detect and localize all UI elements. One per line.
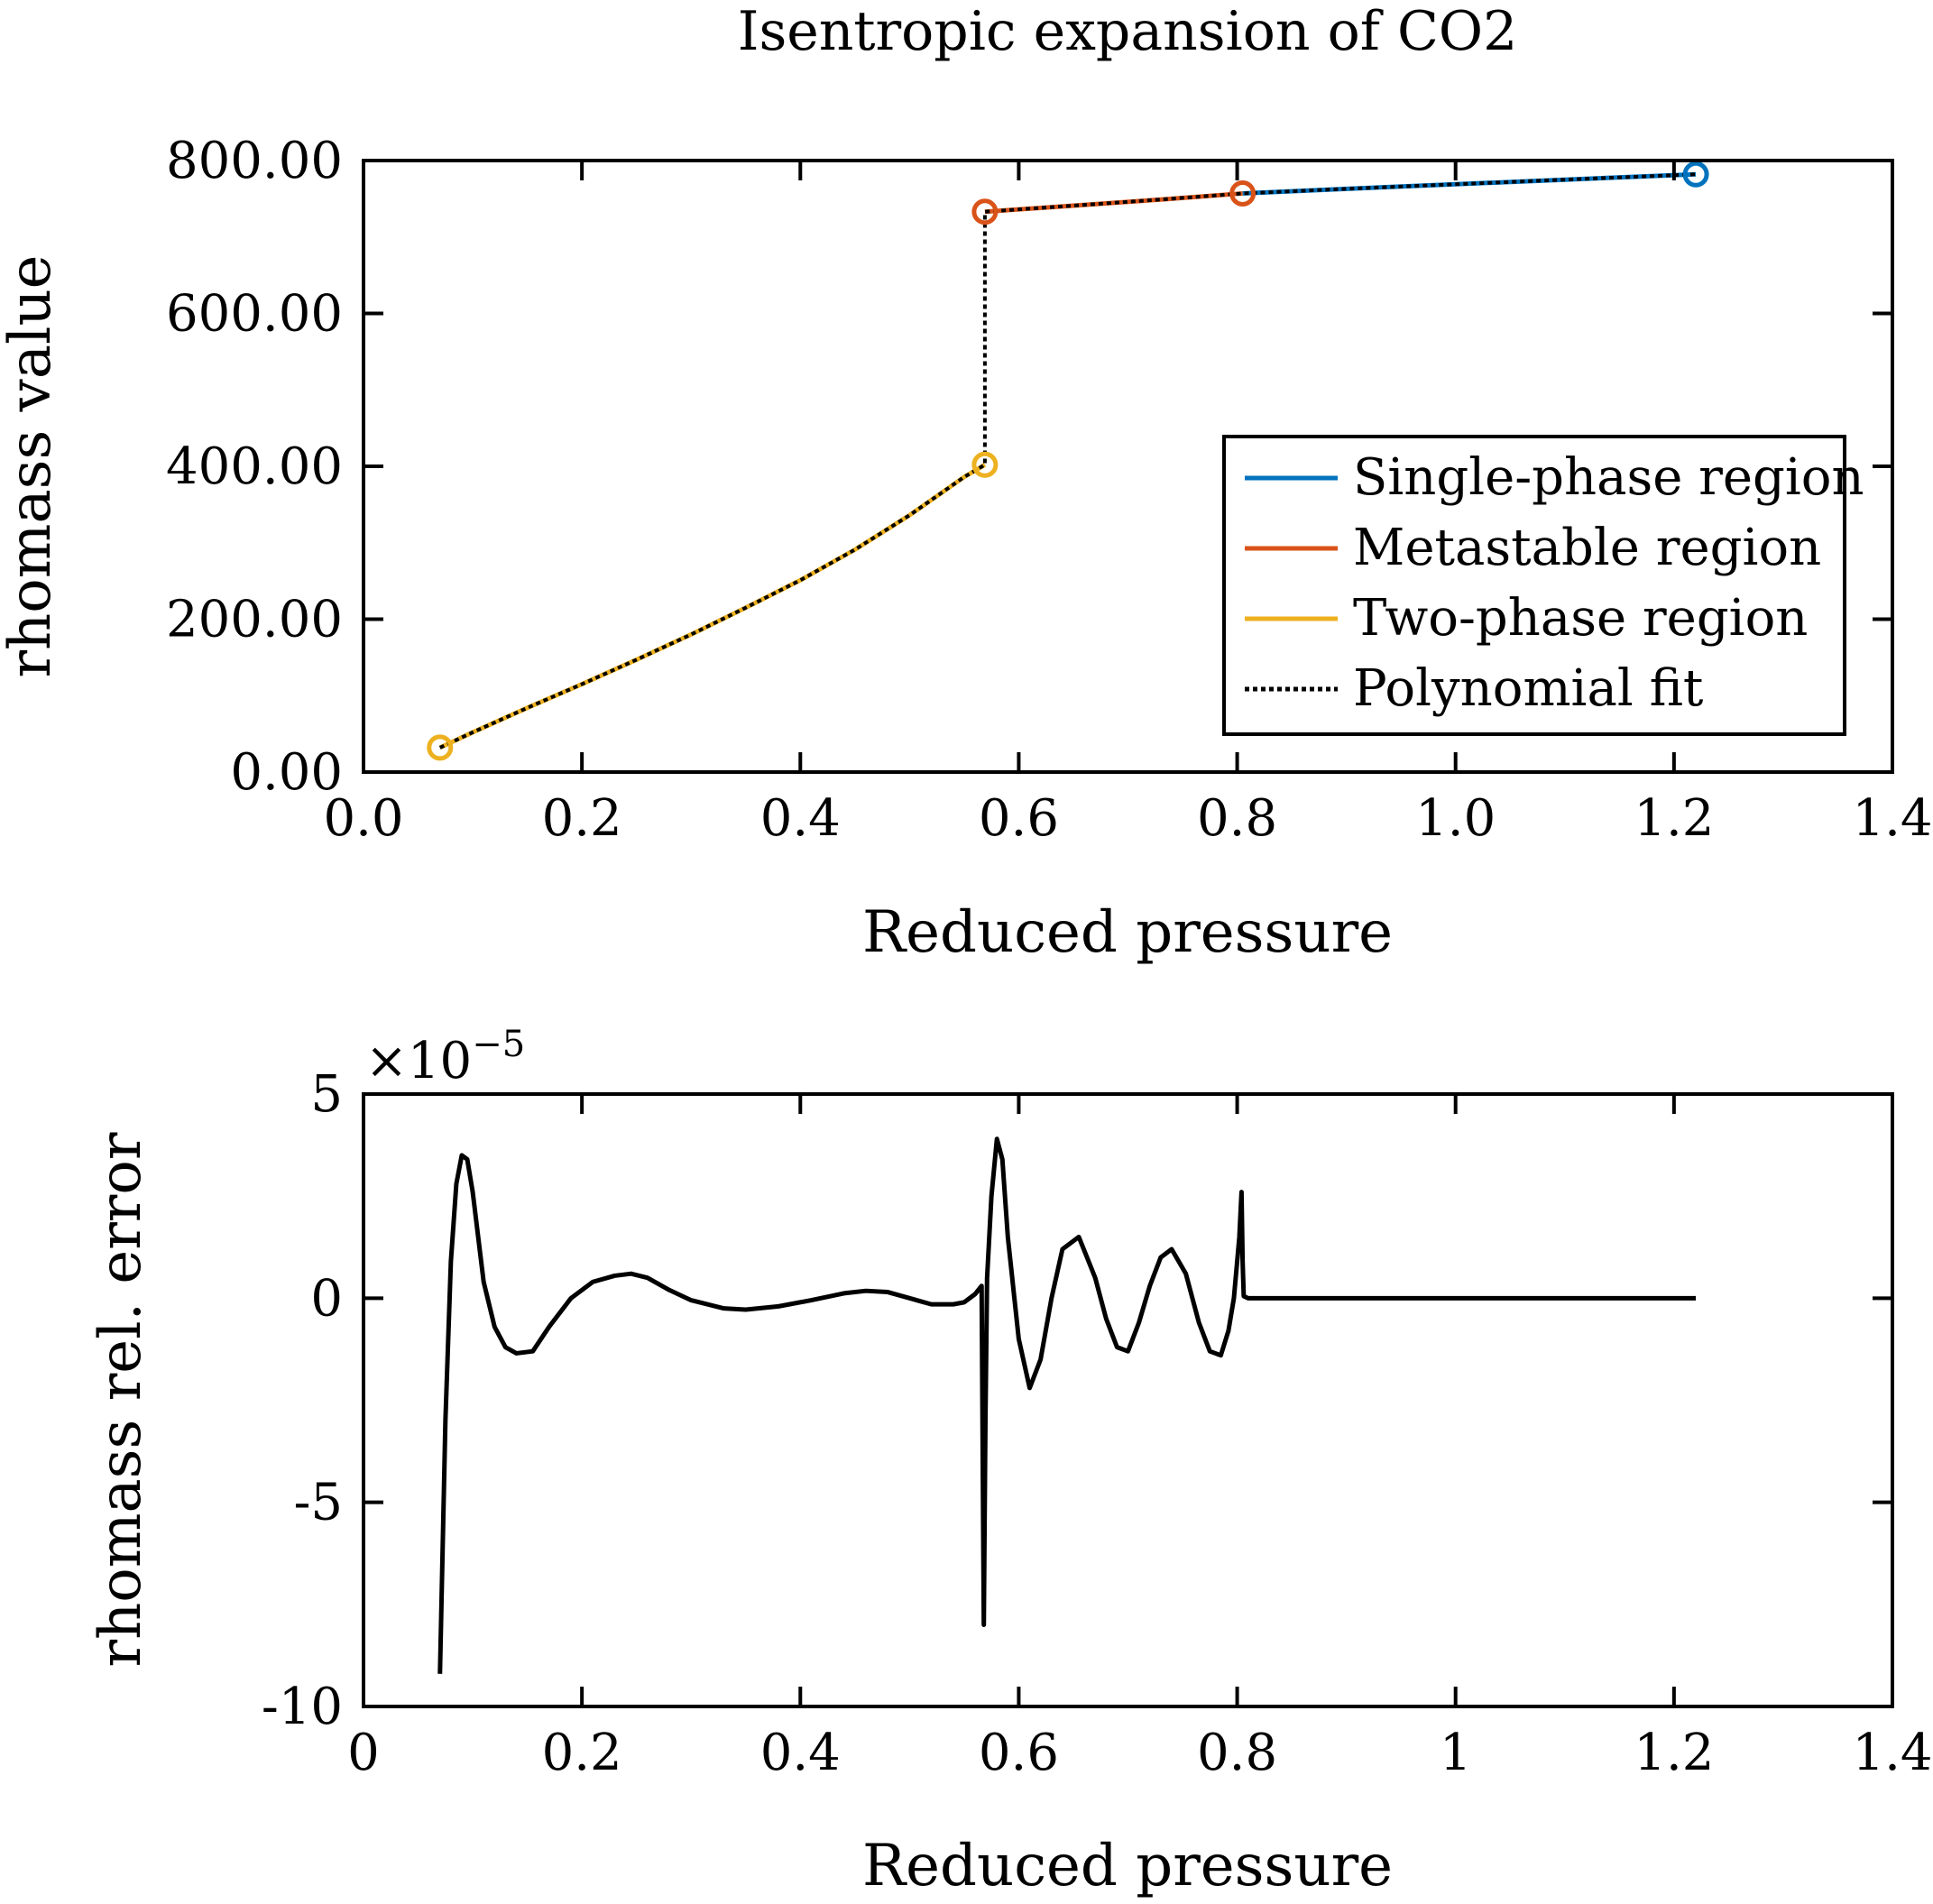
y-tick-label: 400.00 — [166, 437, 343, 496]
y-tick-label: 5 — [310, 1065, 343, 1124]
bottom-axes-frame — [362, 1092, 1894, 1708]
bottom-plot-area — [437, 1136, 1697, 1674]
y-tick-label: -5 — [293, 1474, 343, 1532]
x-tick-label: 0.0 — [323, 789, 403, 848]
y-tick-label: -10 — [262, 1678, 343, 1736]
top-plot-area — [427, 161, 1709, 761]
x-tick-label: 1.2 — [1634, 1724, 1714, 1782]
x-tick-label: 0.6 — [979, 1724, 1059, 1782]
x-tick-label: 1.4 — [1852, 789, 1932, 848]
x-tick-label: 0.4 — [760, 1724, 841, 1782]
y-tick-label: 600.00 — [166, 285, 343, 344]
x-tick-label: 0.2 — [542, 1724, 622, 1782]
legend-label-two-phase: Two-phase region — [1353, 589, 1808, 648]
top-x-axis-label: Reduced pressure — [862, 899, 1393, 966]
bottom-x-axis-label: Reduced pressure — [862, 1833, 1393, 1899]
x-tick-label: 1.2 — [1634, 789, 1714, 848]
x-tick-label: 1 — [1440, 1724, 1472, 1782]
legend-label-single-phase: Single-phase region — [1353, 448, 1864, 507]
y-tick-label: 0 — [310, 1269, 343, 1328]
top-y-axis-label: rhomass value — [0, 254, 64, 677]
legend-box — [1222, 435, 1846, 736]
x-tick-label: 0 — [347, 1724, 380, 1782]
data-point-marker — [971, 451, 999, 478]
y-tick-label: 200.00 — [166, 591, 343, 649]
data-point-marker — [427, 734, 454, 761]
data-point-marker — [1682, 161, 1709, 188]
series-line-polynomial-fit — [438, 172, 1697, 750]
y-tick-label: 0.00 — [230, 743, 343, 802]
legend-label-polynomial-fit: Polynomial fit — [1353, 659, 1704, 718]
exponent-power: −5 — [472, 1024, 525, 1065]
series-line-rel-error — [437, 1136, 1697, 1674]
x-tick-label: 0.4 — [760, 789, 841, 848]
legend-label-metastable: Metastable region — [1353, 519, 1821, 577]
x-tick-label: 0.8 — [1197, 789, 1277, 848]
x-tick-label: 1.4 — [1852, 1724, 1932, 1782]
bottom-y-axis-label: rhomass rel. error — [87, 1132, 154, 1667]
bottom-ticks: 0 0.2 0.4 0.6 0.8 1 1.2 1.4 -10 -5 0 5 — [262, 1065, 1933, 1782]
bottom-exponent-label: ×10−5 — [365, 1024, 525, 1090]
legend: Single-phase region Metastable region Tw… — [1222, 435, 1864, 736]
x-tick-label: 1.0 — [1415, 789, 1496, 848]
top-ticks: 0.0 0.2 0.4 0.6 0.8 1.0 1.2 1.4 0.00 200.00 400.00… — [166, 132, 1932, 848]
x-tick-label: 0.6 — [979, 789, 1059, 848]
series-line-two-phase-region — [438, 463, 987, 750]
chart-title: Isentropic expansion of CO2 — [738, 0, 1518, 63]
top-chart: 0.0 0.2 0.4 0.6 0.8 1.0 1.2 1.4 0.00 200.00 400.00… — [0, 132, 1933, 966]
data-point-marker — [971, 198, 999, 225]
x-tick-label: 0.2 — [542, 789, 622, 848]
y-tick-label: 800.00 — [166, 132, 343, 190]
bottom-chart: ×10−5 0 0.2 0.4 0.6 0.8 1 1.2 1.4 -10 -5 0 5 Reduce… — [87, 1024, 1933, 1899]
data-point-marker — [1229, 179, 1256, 207]
x-tick-label: 0.8 — [1197, 1724, 1277, 1782]
exponent-base: ×10 — [365, 1032, 472, 1090]
